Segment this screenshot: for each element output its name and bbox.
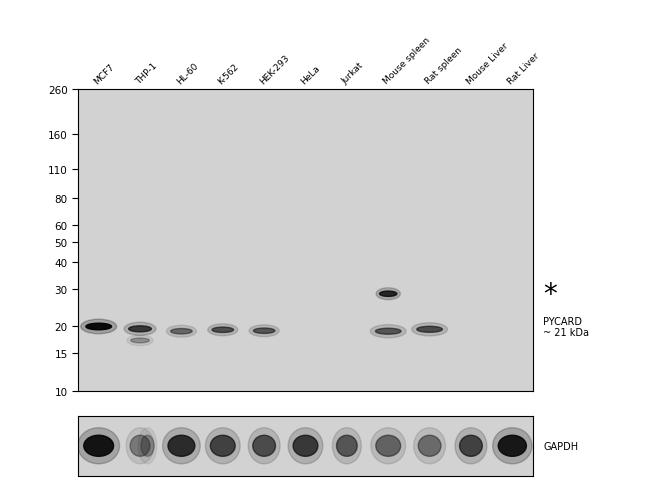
Text: GAPDH: GAPDH: [543, 441, 578, 451]
Text: K-562: K-562: [216, 62, 240, 86]
Ellipse shape: [212, 328, 233, 333]
Ellipse shape: [254, 328, 275, 334]
Text: Rat spleen: Rat spleen: [423, 46, 463, 86]
Ellipse shape: [81, 320, 116, 334]
Ellipse shape: [130, 435, 150, 456]
Ellipse shape: [129, 326, 151, 332]
Ellipse shape: [371, 428, 406, 464]
Text: PYCARD
~ 21 kDa: PYCARD ~ 21 kDa: [543, 316, 590, 338]
Ellipse shape: [208, 324, 238, 336]
Ellipse shape: [417, 327, 443, 333]
Ellipse shape: [166, 326, 196, 338]
Ellipse shape: [131, 338, 150, 343]
Ellipse shape: [332, 428, 361, 464]
Ellipse shape: [127, 336, 153, 346]
Text: MCF7: MCF7: [92, 62, 116, 86]
Ellipse shape: [376, 435, 400, 456]
Ellipse shape: [211, 435, 235, 456]
Ellipse shape: [293, 435, 318, 456]
Ellipse shape: [205, 428, 240, 464]
Ellipse shape: [418, 435, 441, 456]
Text: Jurkat: Jurkat: [341, 61, 365, 86]
Ellipse shape: [138, 428, 157, 464]
Ellipse shape: [162, 428, 200, 464]
Text: THP-1: THP-1: [134, 61, 159, 86]
Ellipse shape: [168, 435, 195, 456]
Ellipse shape: [126, 428, 154, 464]
Ellipse shape: [499, 435, 526, 456]
Ellipse shape: [493, 428, 532, 464]
Text: Mouse Liver: Mouse Liver: [465, 42, 510, 86]
Ellipse shape: [376, 288, 400, 300]
Ellipse shape: [86, 324, 112, 330]
Ellipse shape: [288, 428, 323, 464]
Ellipse shape: [460, 435, 482, 456]
Text: *: *: [543, 280, 557, 308]
Ellipse shape: [411, 323, 448, 336]
Text: HeLa: HeLa: [299, 64, 322, 86]
Ellipse shape: [413, 428, 445, 464]
Ellipse shape: [141, 435, 154, 456]
Text: HL-60: HL-60: [175, 61, 200, 86]
Ellipse shape: [171, 329, 192, 334]
Text: Rat Liver: Rat Liver: [506, 51, 541, 86]
Ellipse shape: [249, 325, 280, 337]
Ellipse shape: [455, 428, 487, 464]
Ellipse shape: [78, 428, 120, 464]
Ellipse shape: [337, 435, 358, 456]
Ellipse shape: [84, 435, 114, 456]
Ellipse shape: [376, 329, 401, 335]
Ellipse shape: [370, 325, 406, 338]
Ellipse shape: [124, 323, 156, 336]
Text: Mouse spleen: Mouse spleen: [382, 36, 432, 86]
Ellipse shape: [248, 428, 280, 464]
Ellipse shape: [253, 435, 276, 456]
Text: HEK-293: HEK-293: [258, 53, 291, 86]
Ellipse shape: [380, 292, 397, 297]
